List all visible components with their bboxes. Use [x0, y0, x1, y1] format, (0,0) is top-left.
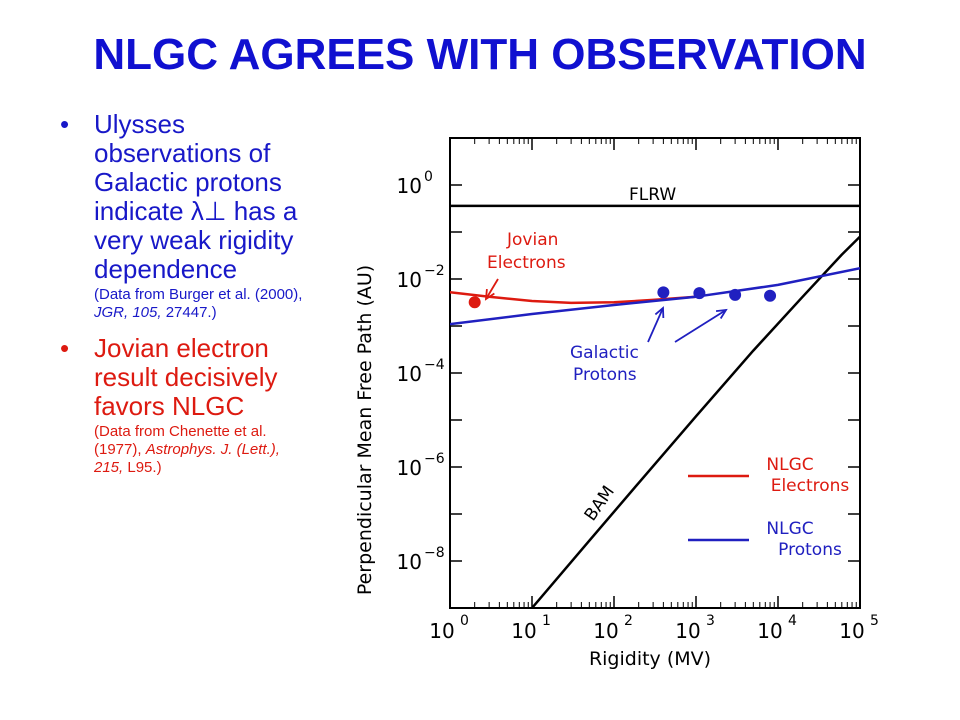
bullet-main-text: Ulysses observations of Galactic protons… [94, 109, 298, 284]
y-tick-exponent: −6 [424, 451, 445, 467]
bullet-dot: • [60, 109, 70, 139]
x-axis-label: Rigidity (MV) [589, 648, 711, 670]
mean-free-path-chart: 10 0 10 1 10 2 10 3 10 4 10 510 010 −210 −410 −610 −8FLR… [354, 137, 879, 670]
arrow-galactic-protons-2 [674, 309, 727, 343]
annotation-jovian: Jovian [506, 230, 558, 250]
slide-title: NLGC AGREES WITH OBSERVATION [93, 30, 867, 79]
series-line-nlgc-protons [450, 266, 860, 326]
bullet-item-jovian: • Jovian electron result decisively favo… [60, 334, 310, 477]
x-tick-exponent: 1 [542, 613, 551, 629]
bullet-main-text: Jovian electron result decisively favors… [94, 333, 278, 421]
arrow-jovian-electrons-head [484, 288, 495, 301]
arrow-galactic-protons-2-head [715, 308, 728, 319]
x-tick-exponent: 2 [624, 613, 633, 629]
y-tick-label: 10 [397, 362, 422, 386]
bullet-citation: (Data from Chenette et al. (1977), Astro… [94, 423, 280, 476]
arrow-galactic-protons-1 [647, 307, 664, 343]
data-point-galactic-protons [693, 287, 706, 300]
annotation-protons: Protons [573, 365, 637, 385]
y-tick-exponent: 0 [424, 169, 433, 185]
arrow-jovian-electrons [485, 278, 499, 300]
bullet-list: • Ulysses observations of Galactic proto… [60, 110, 310, 489]
bullet-citation: (Data from Burger et al. (2000), JGR, 10… [94, 286, 303, 321]
data-point-galactic-protons [657, 286, 670, 299]
series-line-bam [531, 235, 860, 608]
annotation-bam: BAM [581, 482, 619, 525]
x-tick-label: 10 [429, 619, 454, 643]
data-point-galactic-protons [729, 288, 742, 301]
x-tick-exponent: 0 [460, 613, 469, 629]
x-tick-label: 10 [757, 619, 782, 643]
legend-label: NLGC [766, 519, 813, 539]
annotation-flrw: FLRW [629, 185, 676, 205]
x-tick-exponent: 4 [788, 613, 797, 629]
y-tick-label: 10 [397, 550, 422, 574]
y-tick-label: 10 [397, 456, 422, 480]
arrow-galactic-protons-1-head [654, 306, 665, 319]
bullet-dot: • [60, 333, 70, 363]
y-tick-label: 10 [397, 268, 422, 292]
legend-label: Protons [778, 540, 842, 560]
y-tick-label: 10 [397, 174, 422, 198]
y-tick-exponent: −8 [424, 545, 445, 561]
x-tick-label: 10 [675, 619, 700, 643]
annotation-electrons: Electrons [487, 253, 566, 273]
legend-label: NLGC [766, 455, 813, 475]
y-axis-label: Perpendicular Mean Free Path (AU) [354, 265, 376, 595]
x-tick-label: 10 [511, 619, 536, 643]
x-tick-exponent: 5 [870, 613, 879, 629]
annotation-galactic: Galactic [570, 343, 639, 363]
data-point-jovian-electrons [468, 296, 481, 309]
x-tick-label: 10 [839, 619, 864, 643]
y-tick-exponent: −2 [424, 263, 445, 279]
x-tick-exponent: 3 [706, 613, 715, 629]
y-tick-exponent: −4 [424, 357, 445, 373]
legend-label: Electrons [771, 476, 850, 496]
data-point-galactic-protons [764, 289, 777, 302]
x-tick-label: 10 [593, 619, 618, 643]
bullet-item-ulysses: • Ulysses observations of Galactic proto… [60, 110, 310, 322]
